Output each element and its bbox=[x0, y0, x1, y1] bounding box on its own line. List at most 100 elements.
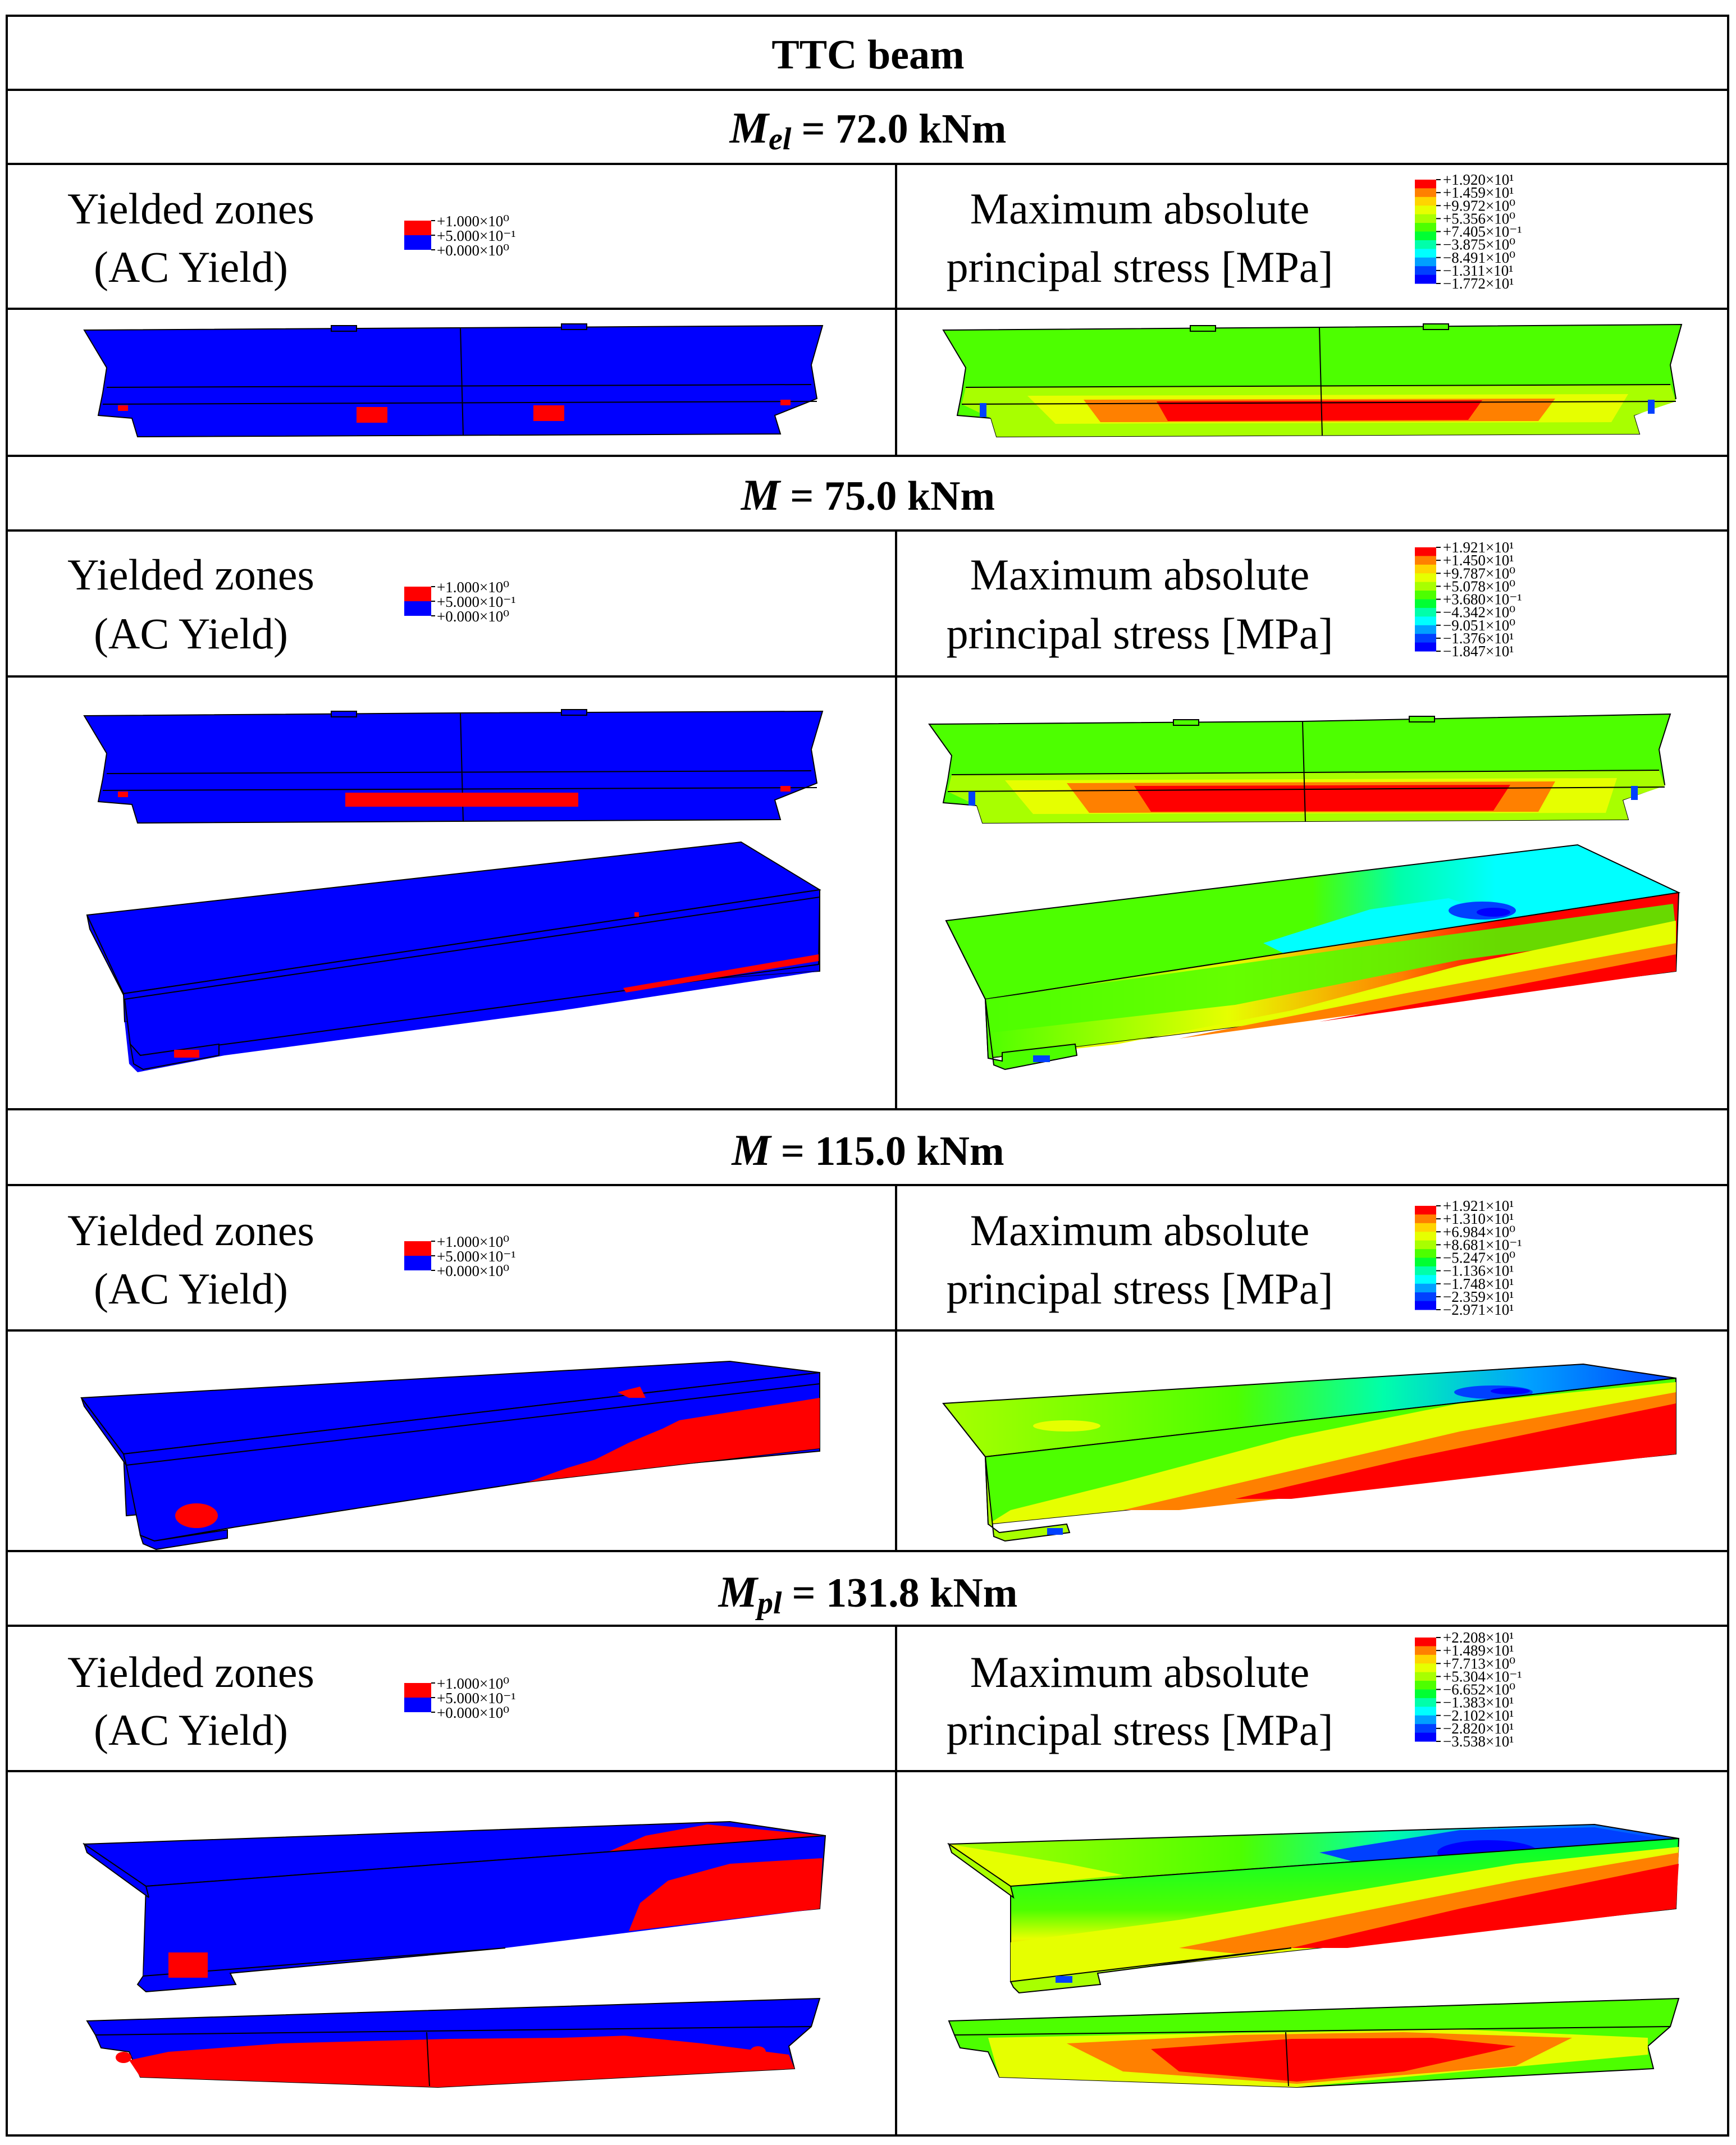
yield-legend-swatch-red bbox=[404, 1241, 431, 1256]
stress-legend-swatch bbox=[1415, 1732, 1436, 1742]
section-1-moment-subscript: el bbox=[769, 122, 792, 157]
stress-legend-label: −1.136×10¹ bbox=[1443, 1263, 1514, 1279]
section-4-header: Mpl = 131.8 kNm bbox=[718, 1567, 1018, 1621]
stress-legend-swatch bbox=[1415, 1292, 1436, 1302]
beam-stress-3d-2 bbox=[945, 844, 1681, 1071]
stress-label-line1: Maximum absolute bbox=[970, 550, 1309, 599]
stress-legend-label: −1.772×10¹ bbox=[1443, 275, 1514, 292]
stress-label-line2: principal stress [MPa] bbox=[947, 609, 1333, 658]
yield-legend: +1.000×10⁰+5.000×10⁻¹+0.000×10⁰ bbox=[404, 1233, 516, 1279]
yield-legend-label: +5.000×10⁻¹ bbox=[437, 593, 516, 610]
stress-legend-swatch bbox=[1415, 266, 1436, 276]
stress-legend-label: +1.920×10¹ bbox=[1443, 171, 1514, 188]
stress-legend-label: +1.450×10¹ bbox=[1443, 552, 1514, 569]
stress-legend-swatch bbox=[1415, 1681, 1436, 1690]
yield-label-line2: (AC Yield) bbox=[94, 1705, 288, 1754]
stress-legend-swatch bbox=[1415, 1214, 1436, 1224]
stress-legend-label: −1.311×10¹ bbox=[1443, 262, 1513, 279]
yield-legend-swatch-red bbox=[404, 587, 431, 601]
stress-legend-swatch bbox=[1415, 240, 1436, 249]
stress-legend-label: +9.787×10⁰ bbox=[1443, 565, 1515, 582]
stress-legend-label: −1.748×10¹ bbox=[1443, 1275, 1514, 1292]
stress-legend-swatch bbox=[1415, 1715, 1436, 1725]
stress-legend-swatch bbox=[1415, 1257, 1436, 1267]
beam-yield-side-2 bbox=[83, 709, 824, 824]
stress-legend-label: −3.538×10¹ bbox=[1443, 1733, 1514, 1750]
yield-legend: +1.000×10⁰+5.000×10⁻¹+0.000×10⁰ bbox=[404, 579, 516, 625]
yield-legend-label: +5.000×10⁻¹ bbox=[437, 227, 516, 244]
stress-legend-swatch bbox=[1415, 1249, 1436, 1258]
stress-legend-label: −8.491×10⁰ bbox=[1443, 249, 1515, 266]
yield-legend-swatch-red bbox=[404, 1683, 431, 1698]
stress-legend-swatch bbox=[1415, 1724, 1436, 1734]
stress-legend-label: +1.489×10¹ bbox=[1443, 1642, 1514, 1659]
stress-label-line1: Maximum absolute bbox=[970, 184, 1309, 233]
stress-legend-label: −4.342×10⁰ bbox=[1443, 604, 1515, 621]
stress-legend-swatch bbox=[1415, 582, 1436, 591]
stress-legend-label: +1.921×10¹ bbox=[1443, 539, 1514, 556]
beam-yield-3d-4 bbox=[82, 1821, 826, 2088]
stress-legend-label: −6.652×10⁰ bbox=[1443, 1681, 1515, 1698]
stress-label-line2: principal stress [MPa] bbox=[947, 1705, 1333, 1754]
stress-legend-label: −1.383×10¹ bbox=[1443, 1694, 1514, 1711]
stress-label-line1: Maximum absolute bbox=[970, 1206, 1309, 1255]
stress-legend-label: +1.310×10¹ bbox=[1443, 1210, 1514, 1227]
yield-label-line2: (AC Yield) bbox=[94, 1264, 288, 1313]
stress-legend-swatch bbox=[1415, 196, 1436, 206]
stress-legend-swatch bbox=[1415, 257, 1436, 267]
stress-legend-label: −2.971×10¹ bbox=[1443, 1301, 1514, 1318]
yield-legend-label: +5.000×10⁻¹ bbox=[437, 1690, 516, 1707]
stress-legend-label: −1.847×10¹ bbox=[1443, 643, 1514, 660]
beam-stress-side-1 bbox=[942, 323, 1683, 438]
stress-legend-swatch bbox=[1415, 1232, 1436, 1241]
table-grid bbox=[6, 15, 1729, 2137]
stress-legend-label: +1.459×10¹ bbox=[1443, 184, 1514, 201]
yield-label-line1: Yielded zones bbox=[67, 550, 314, 599]
section-3-moment-value: = 115.0 kNm bbox=[781, 1128, 1004, 1174]
stress-legend-label: +2.208×10¹ bbox=[1443, 1629, 1514, 1646]
stress-label-line2: principal stress [MPa] bbox=[947, 1264, 1333, 1313]
stress-legend-swatch bbox=[1415, 564, 1436, 574]
stress-legend-label: −2.820×10¹ bbox=[1443, 1720, 1514, 1737]
stress-legend-swatch bbox=[1415, 1654, 1436, 1664]
stress-legend-swatch bbox=[1415, 1266, 1436, 1275]
stress-legend-label: +8.681×10⁻¹ bbox=[1443, 1236, 1522, 1253]
stress-legend-swatch bbox=[1415, 625, 1436, 634]
stress-legend-swatch bbox=[1415, 607, 1436, 617]
stress-legend-swatch bbox=[1415, 1283, 1436, 1293]
stress-legend-swatch bbox=[1415, 616, 1436, 626]
stress-label-line2: principal stress [MPa] bbox=[947, 243, 1333, 291]
yield-label-line1: Yielded zones bbox=[67, 1648, 314, 1696]
beam-yield-side-1 bbox=[83, 323, 824, 438]
stress-legend-label: +7.405×10⁻¹ bbox=[1443, 223, 1522, 240]
stress-legend-label: −5.247×10⁰ bbox=[1443, 1250, 1515, 1266]
beam-stress-3d-4 bbox=[947, 1823, 1680, 2088]
legends: +1.000×10⁰+5.000×10⁻¹+0.000×10⁰+1.000×10… bbox=[404, 171, 1522, 1750]
stress-legend-label: +5.304×10⁻¹ bbox=[1443, 1668, 1522, 1685]
stress-legend-label: −1.376×10¹ bbox=[1443, 630, 1514, 647]
section-1-moment-value: = 72.0 kNm bbox=[801, 106, 1006, 152]
yield-legend-label: +5.000×10⁻¹ bbox=[437, 1248, 516, 1265]
section-1-moment-symbol: M bbox=[729, 103, 770, 152]
beam-yield-3d-3 bbox=[80, 1360, 820, 1551]
yield-legend-label: +0.000×10⁰ bbox=[437, 1263, 509, 1279]
stress-legend-label: +5.356×10⁰ bbox=[1443, 210, 1515, 227]
table-title: TTC beam bbox=[771, 32, 964, 78]
stress-legend-swatch bbox=[1415, 180, 1436, 189]
stress-legend-label: +6.984×10⁰ bbox=[1443, 1223, 1515, 1240]
yield-legend-swatch-blue bbox=[404, 1256, 431, 1270]
stress-legend: +1.921×10¹+1.450×10¹+9.787×10⁰+5.078×10⁰… bbox=[1415, 539, 1522, 660]
yield-label-line2: (AC Yield) bbox=[94, 609, 288, 658]
yield-legend-label: +0.000×10⁰ bbox=[437, 242, 509, 259]
beam-stress-side-2 bbox=[928, 713, 1671, 824]
stress-legend: +1.920×10¹+1.459×10¹+9.972×10⁰+5.356×10⁰… bbox=[1415, 171, 1522, 292]
stress-legend-swatch bbox=[1415, 223, 1436, 232]
stress-legend: +2.208×10¹+1.489×10¹+7.713×10⁰+5.304×10⁻… bbox=[1415, 1629, 1522, 1750]
yield-legend-swatch-red bbox=[404, 221, 431, 235]
stress-legend-swatch bbox=[1415, 1689, 1436, 1699]
stress-legend-swatch bbox=[1415, 547, 1436, 556]
yield-legend: +1.000×10⁰+5.000×10⁻¹+0.000×10⁰ bbox=[404, 1675, 516, 1721]
stress-legend-swatch bbox=[1415, 1206, 1436, 1215]
yield-legend-label: +1.000×10⁰ bbox=[437, 1675, 509, 1692]
section-4-moment-value: = 131.8 kNm bbox=[792, 1570, 1018, 1616]
